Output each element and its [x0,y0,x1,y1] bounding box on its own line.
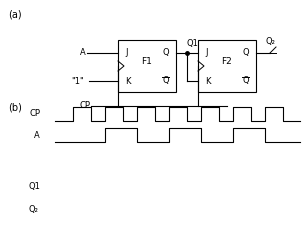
Text: (b): (b) [8,102,22,112]
Text: Q₂: Q₂ [265,38,275,46]
Text: J: J [205,48,208,58]
Text: A: A [34,130,40,140]
Text: A: A [80,48,86,58]
Text: K: K [125,77,131,85]
Text: Q1: Q1 [186,40,198,48]
Text: F1: F1 [142,58,152,66]
Text: CP: CP [79,102,90,110]
Text: Q1: Q1 [28,183,40,191]
Text: F2: F2 [222,58,232,66]
Bar [198,40,256,92]
Text: Q: Q [242,48,249,58]
Text: "1": "1" [71,77,84,85]
Text: Q: Q [162,77,169,85]
Bar [118,40,176,92]
Text: Q: Q [242,77,249,85]
Text: J: J [125,48,128,58]
Text: CP: CP [29,109,40,119]
Text: Q₂: Q₂ [28,205,38,213]
Text: K: K [205,77,210,85]
Text: Q: Q [162,48,169,58]
Text: (a): (a) [8,10,22,20]
